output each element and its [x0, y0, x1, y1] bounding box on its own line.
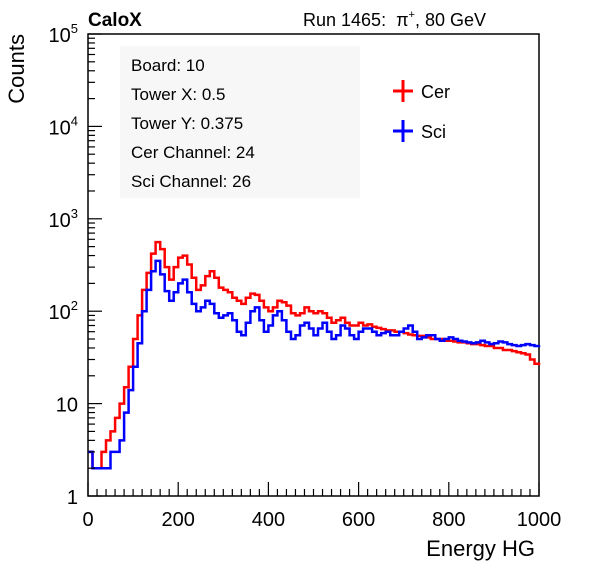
- legend: Cer Sci: [393, 80, 450, 142]
- series-line-sci: [88, 259, 541, 470]
- info-cer-channel: Cer Channel: 24: [131, 143, 255, 162]
- x-tick-label: 0: [82, 509, 93, 531]
- y-axis-title: Counts: [4, 34, 29, 104]
- y-tick-label: 104: [49, 113, 78, 139]
- beam-energy: , 80 GeV: [415, 10, 486, 30]
- x-tick-label: 400: [252, 509, 285, 531]
- y-tick-label: 102: [49, 298, 78, 324]
- x-axis-title: Energy HG: [426, 536, 535, 561]
- info-box: [120, 46, 360, 198]
- y-tick-label: 1: [67, 487, 78, 509]
- run-number: Run 1465:: [303, 10, 386, 30]
- run-label: Run 1465: π+, 80 GeV: [303, 9, 486, 30]
- series-line-cer: [88, 240, 541, 470]
- particle-charge: +: [409, 9, 415, 21]
- x-tick-label: 200: [162, 509, 195, 531]
- y-tick-label: 105: [49, 21, 78, 47]
- y-tick-label: 10: [56, 395, 78, 417]
- series-layer: [88, 240, 541, 470]
- info-sci-channel: Sci Channel: 26: [131, 172, 251, 191]
- legend-label-cer: Cer: [421, 82, 450, 102]
- y-tick-label: 103: [49, 206, 78, 232]
- x-tick-label: 1000: [517, 509, 562, 531]
- x-tick-label: 600: [342, 509, 375, 531]
- legend-label-sci: Sci: [421, 122, 446, 142]
- legend-marker-cer: [393, 80, 413, 102]
- x-tick-label: 800: [432, 509, 465, 531]
- info-tower-y: Tower Y: 0.375: [131, 114, 243, 133]
- tick-layer: 0 200 400 600 800 1000 1 10 102 103 104 105: [49, 21, 562, 531]
- info-tower-x: Tower X: 0.5: [131, 85, 226, 104]
- legend-marker-sci: [393, 120, 413, 142]
- experiment-label: CaloX: [88, 10, 142, 31]
- info-board: Board: 10: [131, 56, 205, 75]
- particle-symbol: π: [396, 10, 408, 30]
